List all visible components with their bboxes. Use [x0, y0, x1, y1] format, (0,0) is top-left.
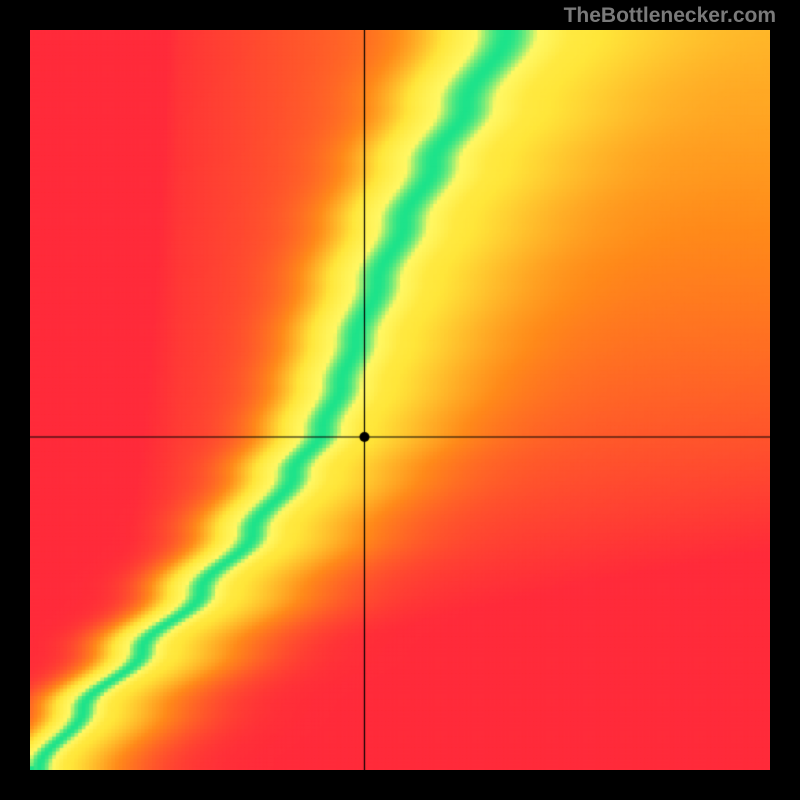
watermark-text: TheBottlenecker.com	[564, 4, 776, 28]
heatmap-plot	[30, 30, 770, 770]
heatmap-canvas	[30, 30, 770, 770]
